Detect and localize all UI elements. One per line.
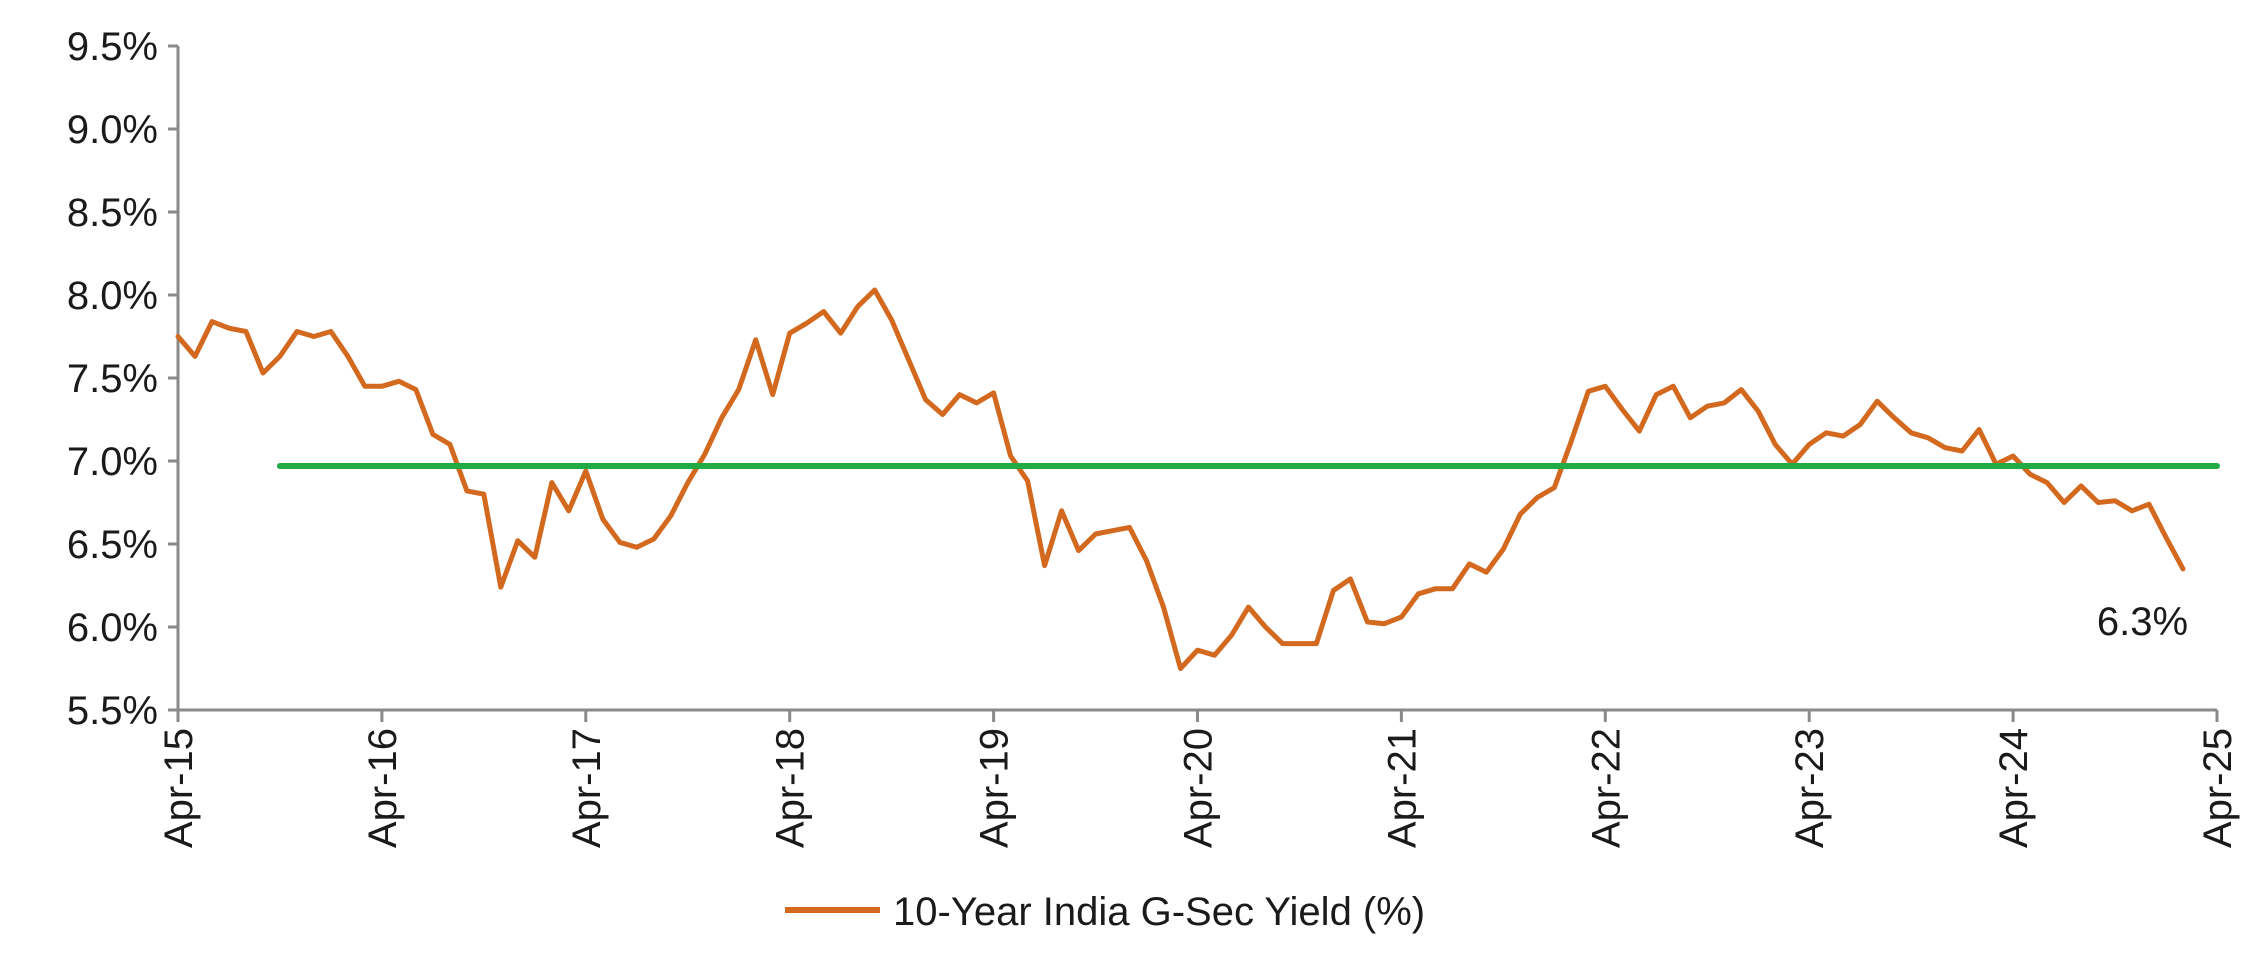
x-tick-label: Apr-20 [1177,728,1221,848]
x-axis: Apr-15 Apr-16 Apr-17 Apr-18 Apr-19 Apr-20 Apr-… [157,708,2240,848]
series-line-gsec-yield [175,287,2186,671]
y-tick-label: 8.0% [67,274,158,318]
x-tick-label: Apr-23 [1788,728,1832,848]
x-tick-label: Apr-24 [1992,728,2036,848]
x-tick-label: Apr-22 [1584,728,1628,848]
y-tick-label: 5.5% [67,689,158,733]
legend-label: 10-Year India G-Sec Yield (%) [893,890,1425,934]
x-tick-label: Apr-15 [157,728,201,848]
y-tick-label: 7.0% [67,440,158,484]
y-tick-label: 9.0% [67,108,158,152]
y-tick-label: 6.0% [67,606,158,650]
x-tick-label: Apr-21 [1380,728,1424,848]
y-tick-label: 7.5% [67,357,158,401]
x-tick-label: Apr-16 [361,728,405,848]
x-tick-label: Apr-18 [769,728,813,848]
annotation-layer: 6.3% [2097,600,2188,644]
y-axis: 5.5% 6.0% 6.5% 7.0% 7.5% 8.0% 8.5% 9.0% 9.5% [67,25,180,733]
x-tick-label: Apr-19 [973,728,1017,848]
x-tick-label: Apr-17 [565,728,609,848]
data-label-last-value: 6.3% [2097,600,2188,644]
series-layer [175,287,2220,671]
legend: 10-Year India G-Sec Yield (%) [785,890,1425,934]
y-tick-label: 9.5% [67,25,158,69]
y-tick-label: 6.5% [67,523,158,567]
y-tick-label: 8.5% [67,191,158,235]
x-tick-label: Apr-25 [2196,728,2240,848]
